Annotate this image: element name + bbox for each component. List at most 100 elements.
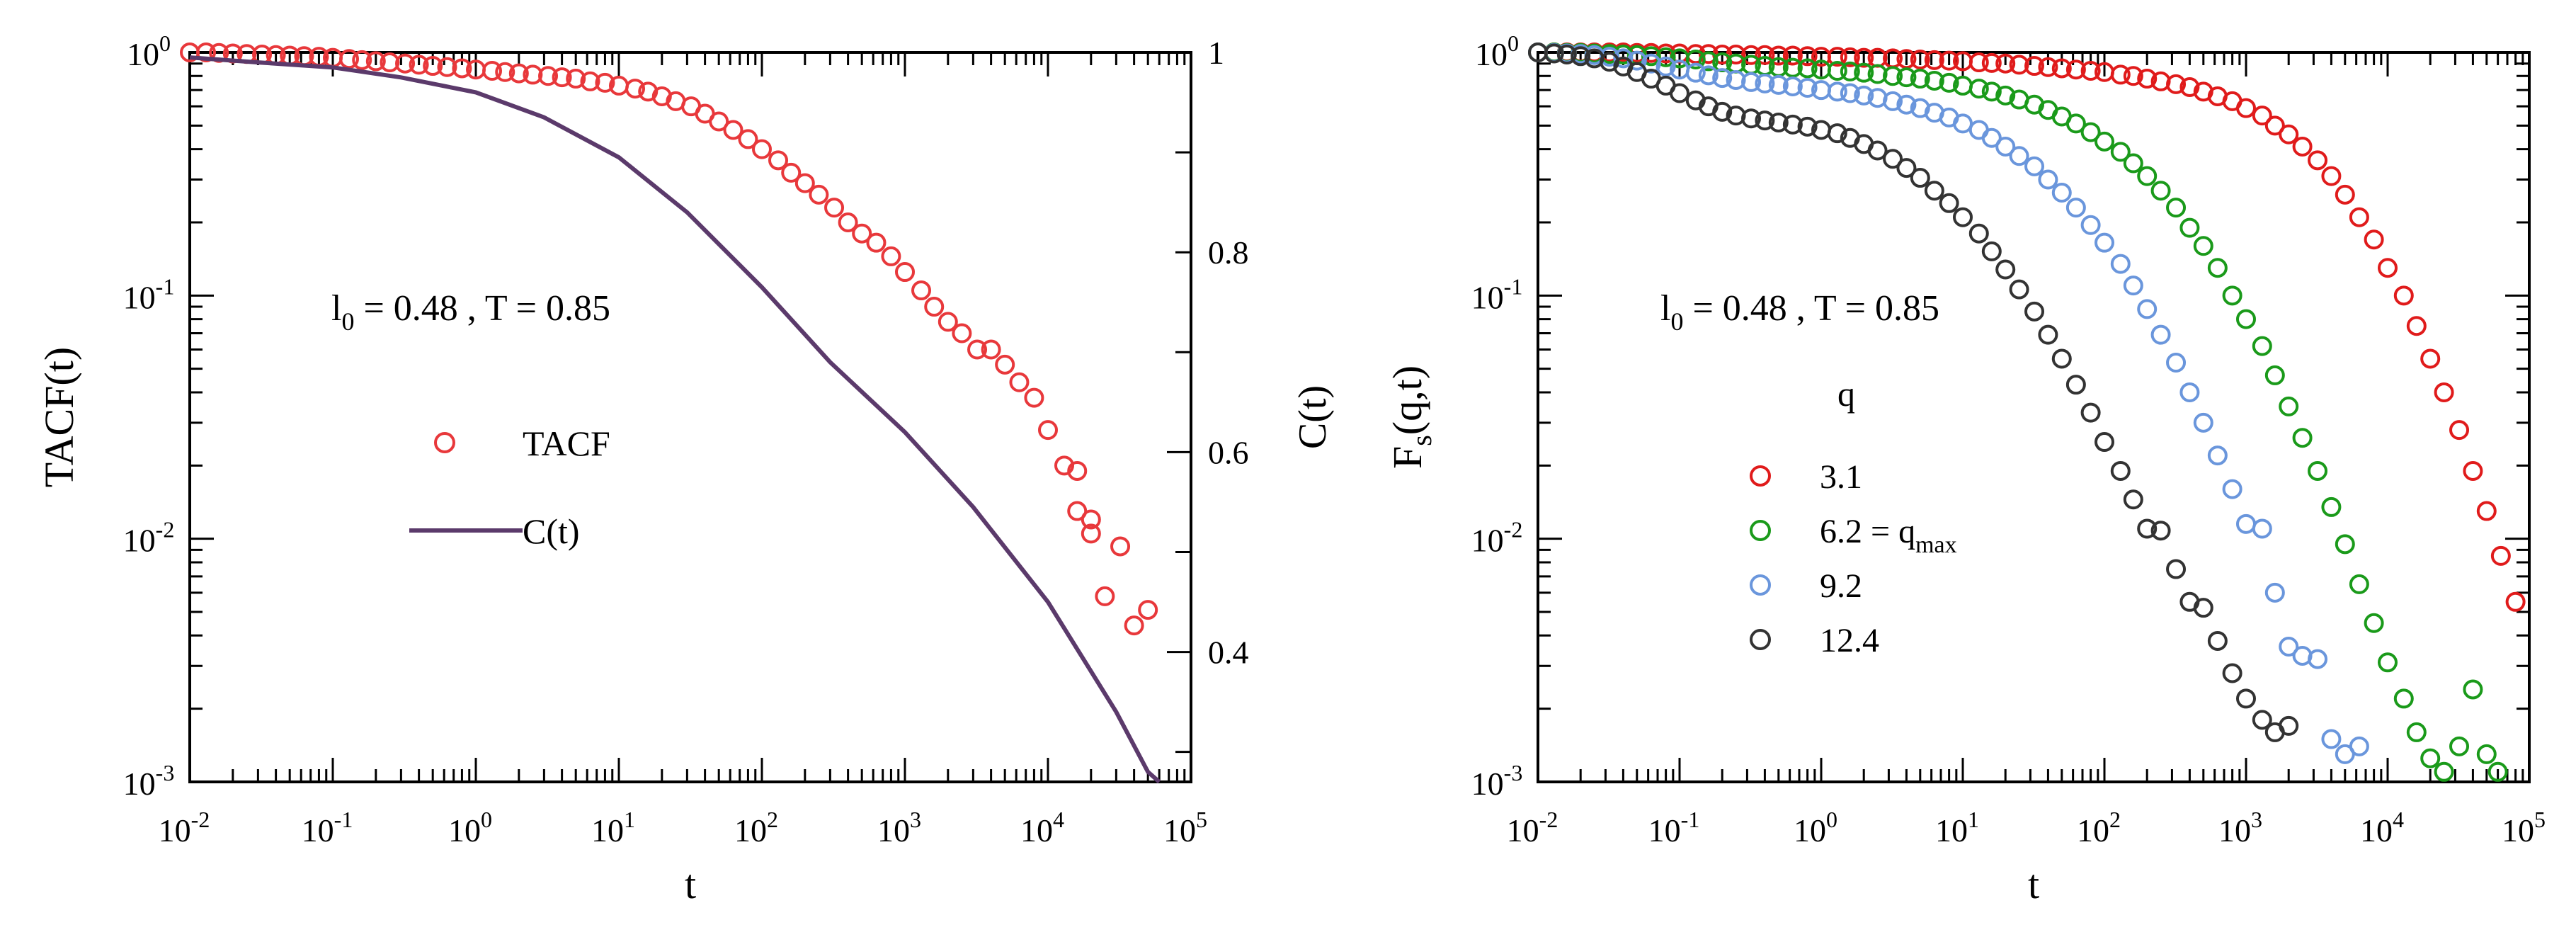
legend-label: 12.4	[1820, 622, 1879, 659]
left-x-tick-label: 100	[448, 807, 492, 848]
ylabel-subscript: s	[1406, 435, 1437, 446]
right-x-tick-label: 100	[1794, 807, 1837, 848]
tick-base: 10	[2360, 812, 2393, 848]
tick-base: 10	[159, 812, 191, 848]
data-point-6.2	[2065, 113, 2086, 134]
right-x-tick-label: 10-1	[1648, 807, 1700, 848]
data-point-6.2	[2179, 217, 2200, 238]
data-point-6.2	[1939, 72, 1959, 93]
data-point-TACF	[339, 49, 360, 69]
data-point-9.2	[2252, 518, 2272, 539]
tick-base: 10	[123, 523, 156, 559]
data-point-6.2	[2264, 365, 2285, 385]
tick-exponent: 3	[910, 807, 921, 832]
data-point-TACF	[595, 72, 615, 93]
data-point-9.2	[2110, 254, 2131, 274]
data-point-9.2	[1827, 81, 1847, 102]
data-point-9.2	[2009, 146, 2029, 166]
data-point-9.2	[1655, 56, 1676, 76]
data-point-6.2	[2222, 285, 2242, 306]
data-point-3.1	[2463, 460, 2483, 481]
tick-exponent: -1	[1681, 807, 1700, 832]
data-point-6.2	[2449, 736, 2470, 756]
left-y2-tick-label: 0.6	[1208, 434, 1249, 470]
data-point-TACF	[1095, 586, 1115, 606]
legend-marker-circle	[1750, 465, 1771, 487]
tick-exponent: 5	[2534, 807, 2546, 832]
left-y2-axis-label: C(t)	[1291, 385, 1335, 449]
data-point-6.2	[1854, 62, 1874, 83]
data-point-12.4	[2024, 301, 2045, 322]
right-annotation: l0 = 0.48 , T = 0.85	[1660, 288, 1939, 336]
right-y-tick-label: 10-2	[1471, 517, 1523, 559]
data-point-12.4	[1910, 168, 1930, 188]
data-point-6.2	[2487, 761, 2508, 782]
tick-base: 10	[1935, 812, 1968, 848]
data-point-3.1	[2279, 124, 2299, 144]
right-x-tick-label: 105	[2502, 807, 2546, 848]
tick-base: 10	[1163, 812, 1196, 848]
data-point-3.1	[2236, 98, 2256, 118]
data-point-9.2	[2051, 183, 2072, 203]
data-point-TACF	[352, 50, 372, 70]
data-point-TACF	[423, 56, 443, 76]
data-point-3.1	[2406, 316, 2427, 336]
tick-exponent: 1	[1968, 807, 1979, 832]
data-point-9.2	[2236, 513, 2256, 534]
data-point-TACF	[437, 57, 457, 77]
legend-label: 3.1	[1820, 458, 1862, 496]
data-point-12.4	[2110, 460, 2131, 481]
left-x-axis-label: t	[685, 861, 696, 907]
data-point-12.4	[2051, 348, 2072, 369]
right-y-tick-label: 10-3	[1471, 760, 1523, 802]
data-point-3.1	[2393, 285, 2414, 306]
data-point-TACF	[824, 198, 845, 218]
data-point-12.4	[2252, 710, 2272, 730]
left-x-tick-label: 105	[1163, 807, 1207, 848]
data-point-TACF	[1081, 509, 1101, 530]
data-point-9.2	[1768, 74, 1789, 95]
data-point-9.2	[2207, 445, 2228, 466]
left-y-tick-label: 10-2	[123, 517, 175, 559]
tick-exponent: -2	[156, 517, 175, 543]
data-point-3.1	[2378, 258, 2398, 278]
tick-exponent: 3	[2251, 807, 2262, 832]
data-point-3.1	[1968, 52, 1989, 73]
annotation-subscript: 0	[1670, 307, 1683, 336]
data-point-TACF	[838, 212, 858, 232]
data-point-TACF	[924, 297, 945, 317]
right-y-tick-label: 10-1	[1471, 273, 1523, 315]
tick-exponent: 0	[1508, 30, 1519, 56]
tick-base: 10	[123, 279, 156, 315]
data-point-6.2	[2364, 613, 2384, 633]
data-point-9.2	[2308, 649, 2328, 669]
data-point-3.1	[1782, 45, 1803, 66]
tick-base: 10	[1020, 812, 1053, 848]
data-point-9.2	[2166, 352, 2187, 373]
data-point-3.1	[1741, 45, 1762, 65]
data-point-9.2	[2264, 582, 2285, 603]
data-point-TACF	[768, 150, 789, 171]
left-x-tick-label: 101	[591, 807, 635, 848]
data-point-9.2	[1981, 127, 2002, 148]
right-panel: 10-2 10-1 100 101 102 103 104 10510010-110-210-…	[1384, 30, 2546, 907]
data-point-9.2	[1613, 48, 1634, 69]
data-point-3.1	[2179, 76, 2200, 97]
data-point-3.1	[2065, 59, 2086, 80]
data-point-6.2	[2150, 181, 2171, 201]
data-point-9.2	[2123, 276, 2143, 296]
data-point-6.2	[2308, 460, 2328, 481]
data-point-12.4	[1755, 110, 1775, 131]
tick-exponent: -3	[1504, 760, 1523, 785]
right-y-tick-label: 100	[1475, 30, 1519, 72]
data-point-6.2	[1840, 61, 1860, 81]
tick-base: 10	[123, 766, 156, 802]
legend-label-subscript: max	[1915, 532, 1957, 558]
data-point-9.2	[2321, 729, 2342, 749]
data-point-6.2	[2207, 258, 2228, 278]
data-point-TACF	[409, 55, 429, 75]
data-point-TACF	[552, 67, 572, 88]
tick-base: 10	[591, 812, 624, 848]
data-point-3.1	[2449, 420, 2470, 441]
data-point-TACF	[1081, 523, 1101, 544]
